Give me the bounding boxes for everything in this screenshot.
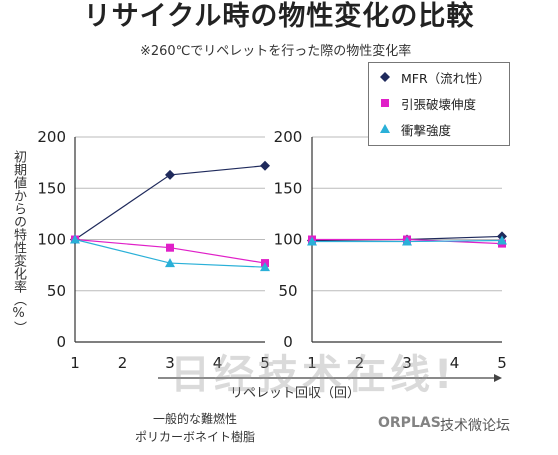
data-point-triangle bbox=[307, 236, 317, 246]
legend-item-impact: 衝撃強度 bbox=[369, 117, 509, 141]
y-tick-label: 200 bbox=[274, 128, 303, 146]
data-point-triangle bbox=[260, 262, 270, 272]
legend-label: MFR（流れ性） bbox=[401, 70, 491, 86]
y-tick-label: 100 bbox=[274, 231, 303, 249]
data-point-triangle bbox=[402, 236, 412, 246]
y-tick-label: 200 bbox=[37, 128, 66, 146]
y-tick-label: 150 bbox=[37, 179, 66, 197]
y-tick-label: 50 bbox=[278, 282, 297, 300]
data-point-triangle bbox=[165, 258, 175, 268]
data-point-diamond bbox=[165, 169, 175, 180]
watermark-logo: ORPLAS bbox=[378, 415, 441, 431]
diamond-marker-icon bbox=[377, 72, 393, 82]
material-note-line-1: 一般的な難燃性 bbox=[152, 412, 237, 426]
material-note-line-2: ポリカーボネイト樹脂 bbox=[134, 430, 255, 444]
legend-item-mfr: MFR（流れ性） bbox=[369, 65, 509, 89]
x-tick-label: 3 bbox=[402, 354, 412, 372]
x-tick-label: 4 bbox=[213, 354, 223, 372]
data-point-diamond bbox=[260, 160, 270, 171]
legend-label: 衝撃強度 bbox=[401, 122, 452, 138]
chart-subtitle: ※260℃でリペレットを行った際の物性変化率 bbox=[140, 44, 412, 59]
watermark-forum: 技术微论坛 bbox=[440, 418, 510, 434]
material-note: 一般的な難燃性 ポリカーボネイト樹脂 bbox=[120, 410, 270, 446]
y-tick-label: 100 bbox=[37, 231, 66, 249]
y-tick-label: 150 bbox=[274, 179, 303, 197]
x-tick-label: 2 bbox=[355, 354, 365, 372]
y-axis-label: 初期値からの特性変化率（%） bbox=[11, 150, 26, 334]
legend-item-elongation: 引張破壊伸度 bbox=[369, 91, 509, 115]
y-tick-label: 50 bbox=[47, 282, 66, 300]
y-tick-label: 0 bbox=[283, 333, 293, 351]
x-axis-label: リペレット回収（回） bbox=[230, 386, 361, 401]
x-tick-label: 2 bbox=[118, 354, 128, 372]
watermark-text: 日经技术在线! bbox=[170, 352, 457, 398]
x-axis-arrowhead bbox=[494, 374, 502, 382]
x-tick-label: 5 bbox=[260, 354, 270, 372]
x-tick-label: 5 bbox=[497, 354, 507, 372]
x-tick-label: 3 bbox=[165, 354, 175, 372]
x-tick-label: 1 bbox=[307, 354, 317, 372]
x-tick-label: 4 bbox=[450, 354, 460, 372]
y-tick-label: 0 bbox=[56, 333, 66, 351]
x-tick-label: 1 bbox=[70, 354, 80, 372]
data-point-square bbox=[166, 243, 174, 252]
legend: MFR（流れ性） 引張破壊伸度 衝撃強度 bbox=[368, 62, 510, 146]
square-marker-icon bbox=[377, 98, 393, 108]
data-point-triangle bbox=[70, 234, 80, 244]
page-title: リサイクル時の物性変化の比較 bbox=[83, 1, 475, 32]
triangle-marker-icon bbox=[377, 124, 393, 134]
data-point-triangle bbox=[497, 235, 507, 245]
legend-label: 引張破壊伸度 bbox=[401, 96, 477, 112]
